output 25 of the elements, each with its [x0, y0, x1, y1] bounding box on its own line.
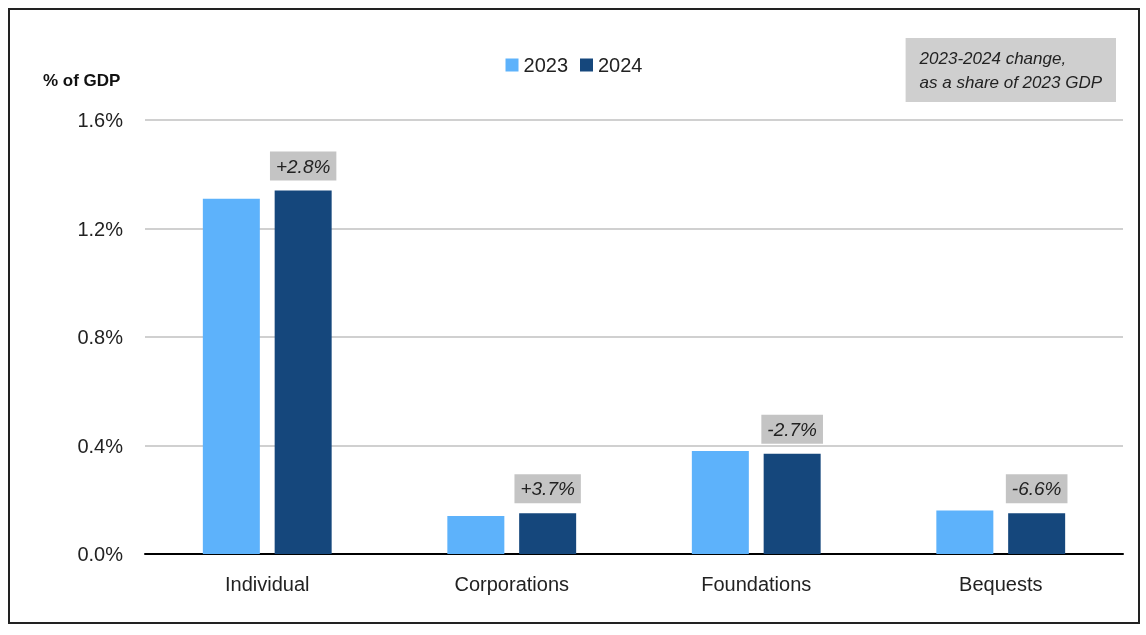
y-axis-title: % of GDP [43, 71, 121, 90]
x-tick-label: Corporations [454, 573, 570, 595]
annotation: -2.7% [767, 418, 818, 440]
text: 2023-2024 change, as a share of 2023 GDP [918, 48, 1103, 92]
legend-label: 2024 [598, 54, 643, 76]
annotation: +3.7% [520, 478, 575, 500]
bar [202, 198, 260, 554]
bar [1008, 513, 1066, 554]
y-tick-label: 1.6% [77, 109, 124, 131]
y-tick-label: 0.8% [77, 326, 124, 348]
annotation: -6.6% [1011, 478, 1062, 500]
y-tick-label: 0.0% [77, 543, 124, 565]
x-tick-label: Foundations [701, 573, 812, 595]
bar [763, 453, 821, 554]
x-tick-label: Individual [224, 573, 310, 595]
bar [519, 513, 577, 554]
bar [274, 190, 332, 554]
bar [936, 510, 994, 554]
y-tick-label: 0.4% [77, 434, 124, 457]
annotation: +2.8% [275, 155, 331, 177]
y-tick-label: 1.2% [77, 217, 124, 240]
bar [691, 450, 749, 554]
bar [447, 516, 505, 554]
x-tick-label: Bequests [959, 573, 1043, 595]
legend-label: 2023 [523, 54, 569, 76]
